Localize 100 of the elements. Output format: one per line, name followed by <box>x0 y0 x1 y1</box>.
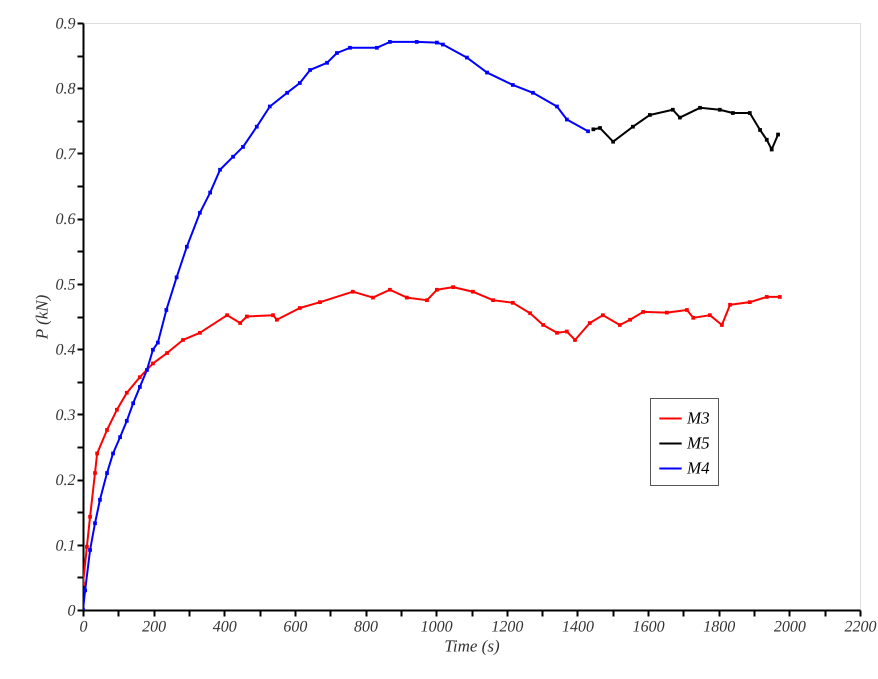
x-tick-label: 600 <box>283 618 308 636</box>
point <box>181 338 185 342</box>
point <box>348 46 352 50</box>
point <box>748 111 752 115</box>
point <box>88 514 92 519</box>
y-tick-label: 0.1 <box>56 537 76 554</box>
point <box>678 116 682 120</box>
y-tick-label: 0.3 <box>56 406 76 424</box>
x-tick-label: 1600 <box>632 618 665 636</box>
point <box>238 321 242 325</box>
point <box>208 190 212 194</box>
point <box>298 81 302 85</box>
point <box>151 348 155 352</box>
point <box>564 118 569 122</box>
point <box>471 290 475 294</box>
y-tick-label: 0.4 <box>56 342 76 359</box>
point <box>698 106 702 110</box>
point <box>298 306 302 310</box>
y-tick-label: 0.6 <box>56 211 76 228</box>
point <box>728 302 732 307</box>
x-tick-label: 1200 <box>491 618 524 636</box>
point <box>730 111 735 115</box>
x-tick-label: 1800 <box>703 618 736 636</box>
point <box>83 588 87 592</box>
point <box>531 90 535 95</box>
point <box>95 452 99 456</box>
point <box>98 498 102 502</box>
point <box>231 154 235 159</box>
x-tick-label: 200 <box>142 618 166 636</box>
point <box>465 56 469 60</box>
x-axis-title: Time (s) <box>444 636 500 656</box>
point <box>268 104 272 108</box>
point <box>371 296 375 300</box>
point <box>198 210 202 215</box>
point <box>111 452 115 456</box>
point <box>776 132 780 136</box>
point <box>764 295 769 299</box>
point <box>541 323 546 327</box>
point <box>778 295 782 299</box>
point <box>758 128 762 132</box>
point <box>198 330 202 335</box>
x-tick-label: 1400 <box>562 618 594 636</box>
point <box>425 298 429 302</box>
point <box>105 428 109 432</box>
point <box>588 321 592 325</box>
point <box>598 126 602 130</box>
point <box>388 288 392 292</box>
point <box>115 408 119 412</box>
point <box>308 68 312 72</box>
point <box>156 340 160 344</box>
point <box>138 385 142 389</box>
x-tick-label: 2000 <box>774 618 806 636</box>
point <box>618 323 622 327</box>
point <box>555 330 559 335</box>
point <box>685 308 689 312</box>
x-tick-label: 1000 <box>420 618 453 636</box>
point <box>335 51 339 55</box>
point <box>601 313 605 318</box>
legend-label: M4 <box>686 458 710 478</box>
y-tick-label: 0.9 <box>56 16 76 32</box>
point <box>275 318 279 322</box>
point <box>648 113 652 117</box>
point <box>241 145 245 149</box>
point <box>245 314 249 318</box>
point <box>271 313 275 318</box>
point <box>165 351 169 355</box>
point <box>628 318 632 322</box>
point <box>414 40 419 44</box>
x-tick-label: 800 <box>354 618 378 636</box>
point <box>435 288 439 292</box>
point <box>225 313 229 318</box>
x-tick-label: 0 <box>80 618 88 636</box>
point <box>174 275 178 280</box>
point <box>491 298 495 302</box>
point <box>93 471 97 475</box>
point <box>388 40 392 44</box>
legend-label: M3 <box>686 408 710 428</box>
point <box>145 368 149 372</box>
point <box>105 471 109 475</box>
point <box>404 296 409 300</box>
point <box>564 330 569 334</box>
x-tick-label: 400 <box>212 618 237 636</box>
point <box>441 42 445 46</box>
point <box>318 300 322 304</box>
point <box>586 129 590 134</box>
x-tick-label: 2200 <box>844 618 876 636</box>
point <box>151 362 155 366</box>
y-axis-title: P (kN) <box>32 294 52 340</box>
y-tick-label: 0.7 <box>56 146 76 163</box>
y-tick-label: 0.5 <box>56 276 76 294</box>
point <box>510 83 515 87</box>
point <box>164 308 168 312</box>
y-tick-label: 0.8 <box>56 80 76 98</box>
point <box>88 548 92 552</box>
point <box>708 313 712 318</box>
legend-label: M5 <box>686 434 710 452</box>
point <box>720 323 724 327</box>
point <box>325 60 329 65</box>
point <box>555 104 559 108</box>
point <box>641 310 646 314</box>
